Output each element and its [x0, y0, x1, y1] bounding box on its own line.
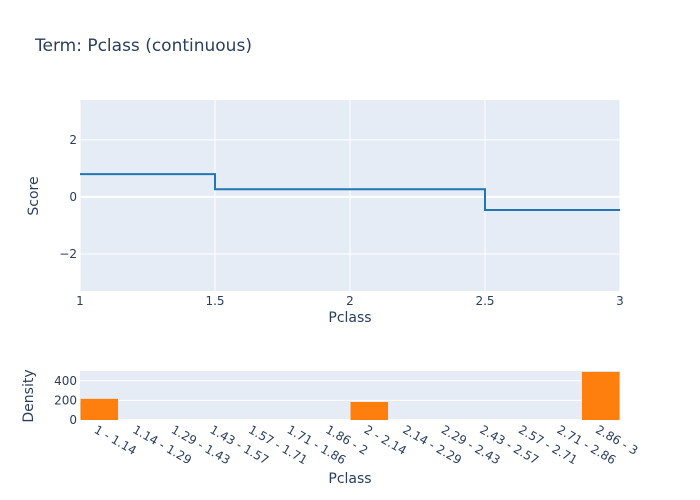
density-y-tick-label: 400: [54, 374, 77, 388]
score-plot-y-ticks: −2 0 2: [59, 133, 77, 261]
density-plot-x-ticks: 1 - 1.141.14 - 1.291.29 - 1.431.43 - 1.5…: [92, 422, 641, 467]
score-plot-x-ticks: 1 1.5 2 2.5 3: [76, 294, 624, 308]
score-x-tick-label: 1: [76, 294, 84, 308]
density-plot: 1 - 1.141.14 - 1.291.29 - 1.431.43 - 1.5…: [21, 369, 640, 487]
density-plot-bars: [80, 371, 620, 420]
density-x-tick-label: 1 - 1.14: [92, 422, 139, 457]
score-step-line: [80, 173, 620, 211]
score-plot: 1 1.5 2 2.5 3 −2 0 2 Pclass Score: [26, 100, 624, 326]
score-x-tick-label: 2: [346, 294, 354, 308]
score-x-tick-label: 2.5: [475, 294, 494, 308]
score-y-tick-label: −2: [59, 247, 77, 261]
score-plot-gridlines: [79, 100, 621, 291]
density-plot-y-ticks: 0 200 400: [54, 374, 77, 427]
score-x-tick-label: 1.5: [205, 294, 224, 308]
chart-title: Term: Pclass (continuous): [34, 36, 252, 56]
density-plot-x-axis-title: Pclass: [328, 471, 371, 487]
score-plot-y-axis-title: Score: [26, 176, 42, 215]
score-plot-series: [80, 173, 620, 211]
score-x-tick-label: 3: [616, 294, 624, 308]
density-plot-gridlines: [80, 380, 620, 421]
density-x-tick-label: 2 - 2.14: [362, 422, 409, 457]
density-y-tick-label: 200: [54, 393, 77, 407]
density-plot-background: [80, 371, 620, 420]
density-y-tick-label: 0: [69, 413, 77, 427]
density-bar: [80, 398, 119, 420]
score-y-tick-label: 2: [69, 133, 77, 147]
score-plot-x-axis-title: Pclass: [328, 310, 371, 326]
score-y-tick-label: 0: [69, 190, 77, 204]
density-bar: [581, 371, 620, 420]
density-bar: [350, 401, 389, 420]
density-plot-y-axis-title: Density: [21, 369, 37, 422]
